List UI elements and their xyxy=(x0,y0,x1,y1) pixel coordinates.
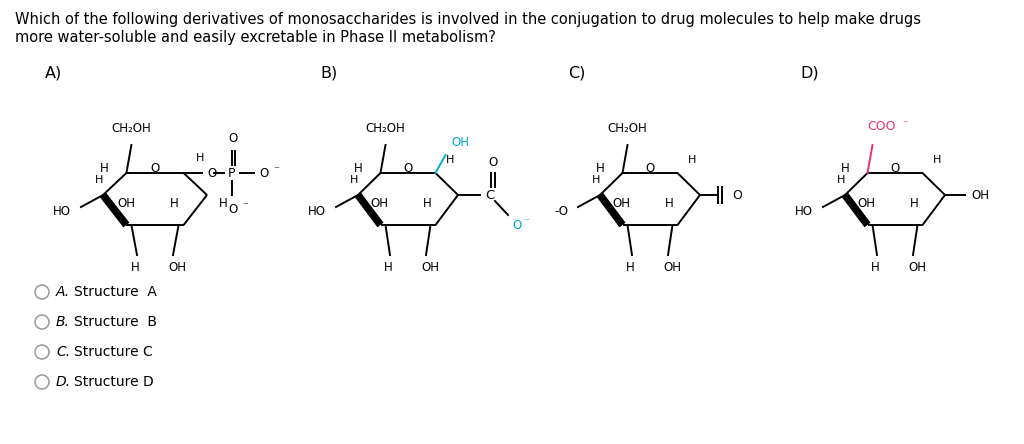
Text: H: H xyxy=(687,155,696,165)
Text: OH: OH xyxy=(857,197,874,210)
Text: COO: COO xyxy=(867,120,896,133)
Text: H: H xyxy=(837,175,845,185)
Text: P: P xyxy=(228,166,236,179)
Text: H: H xyxy=(99,162,109,174)
Text: Structure D: Structure D xyxy=(74,375,154,389)
Text: more water-soluble and easily excretable in Phase II metabolism?: more water-soluble and easily excretable… xyxy=(15,30,496,45)
Text: C): C) xyxy=(568,65,586,80)
Text: H: H xyxy=(170,197,179,210)
Text: ⁻: ⁻ xyxy=(523,217,528,227)
Text: B.: B. xyxy=(56,315,70,329)
Text: B): B) xyxy=(319,65,337,80)
Text: H: H xyxy=(219,197,227,210)
Text: D.: D. xyxy=(56,375,71,389)
Text: H: H xyxy=(350,175,358,185)
Text: OH: OH xyxy=(663,261,681,274)
Text: H: H xyxy=(384,261,392,274)
Text: O: O xyxy=(645,162,654,174)
Text: ⁻: ⁻ xyxy=(902,119,908,129)
Text: CH₂OH: CH₂OH xyxy=(607,122,647,135)
Text: H: H xyxy=(196,153,204,163)
Text: H: H xyxy=(665,197,674,210)
Text: Structure  B: Structure B xyxy=(74,315,157,329)
Text: ⁻: ⁻ xyxy=(273,165,280,175)
Text: OH: OH xyxy=(117,197,135,210)
Text: H: H xyxy=(423,197,432,210)
Text: O: O xyxy=(488,156,498,169)
Text: OH: OH xyxy=(452,136,469,149)
Text: H: H xyxy=(596,162,604,174)
Text: O: O xyxy=(732,189,741,202)
Text: O: O xyxy=(208,166,217,179)
Text: H: H xyxy=(131,261,139,274)
Text: C: C xyxy=(485,189,495,202)
Text: O: O xyxy=(228,132,238,145)
Text: H: H xyxy=(95,175,103,185)
Text: OH: OH xyxy=(612,197,630,210)
Text: O: O xyxy=(151,162,160,174)
Text: H: H xyxy=(933,155,941,165)
Text: ⁻: ⁻ xyxy=(243,201,249,211)
Text: OH: OH xyxy=(370,197,388,210)
Text: H: H xyxy=(841,162,850,174)
Text: CH₂OH: CH₂OH xyxy=(366,122,406,135)
Text: Structure  A: Structure A xyxy=(74,285,157,299)
Text: OH: OH xyxy=(168,261,186,274)
Text: OH: OH xyxy=(421,261,439,274)
Text: Which of the following derivatives of monosaccharides is involved in the conjuga: Which of the following derivatives of mo… xyxy=(15,12,921,27)
Text: H: H xyxy=(592,175,600,185)
Text: D): D) xyxy=(800,65,818,80)
Text: -O: -O xyxy=(554,205,568,218)
Text: H: H xyxy=(910,197,919,210)
Text: C.: C. xyxy=(56,345,70,359)
Text: O: O xyxy=(891,162,900,174)
Text: O: O xyxy=(512,219,521,232)
Text: H: H xyxy=(445,155,454,165)
Text: O: O xyxy=(228,203,238,216)
Text: A): A) xyxy=(45,65,62,80)
Text: H: H xyxy=(870,261,880,274)
Text: H: H xyxy=(353,162,362,174)
Text: HO: HO xyxy=(308,205,326,218)
Text: A.: A. xyxy=(56,285,70,299)
Text: OH: OH xyxy=(908,261,926,274)
Text: HO: HO xyxy=(53,205,71,218)
Text: O: O xyxy=(403,162,413,174)
Text: Structure C: Structure C xyxy=(74,345,153,359)
Text: OH: OH xyxy=(971,189,989,202)
Text: CH₂OH: CH₂OH xyxy=(112,122,152,135)
Text: H: H xyxy=(626,261,635,274)
Text: HO: HO xyxy=(795,205,813,218)
Text: O: O xyxy=(260,166,269,179)
